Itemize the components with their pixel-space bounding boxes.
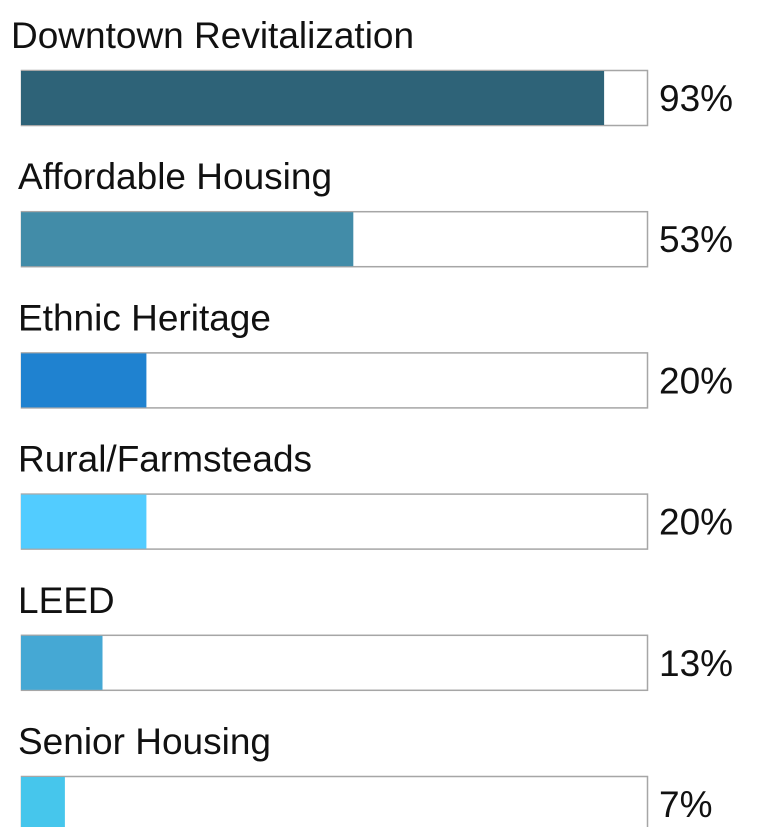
category-label: Downtown Revitalization — [11, 15, 414, 56]
bar — [21, 635, 103, 690]
value-label: 93% — [659, 78, 733, 119]
bar — [21, 494, 147, 549]
value-label: 20% — [659, 502, 733, 543]
value-label: 53% — [659, 219, 733, 260]
value-label: 13% — [659, 643, 733, 684]
category-label: Affordable Housing — [18, 156, 332, 197]
bar — [21, 71, 605, 125]
category-label: LEED — [18, 580, 115, 621]
value-label: 7% — [659, 784, 712, 825]
bar — [21, 353, 147, 408]
category-label: Rural/Farmsteads — [18, 439, 312, 480]
value-label: 20% — [659, 360, 733, 401]
category-label: Ethnic Heritage — [18, 297, 271, 338]
bar-track — [20, 775, 649, 827]
bar — [21, 777, 65, 827]
bar — [21, 212, 354, 267]
bar-track — [20, 634, 649, 692]
category-label: Senior Housing — [18, 721, 271, 762]
